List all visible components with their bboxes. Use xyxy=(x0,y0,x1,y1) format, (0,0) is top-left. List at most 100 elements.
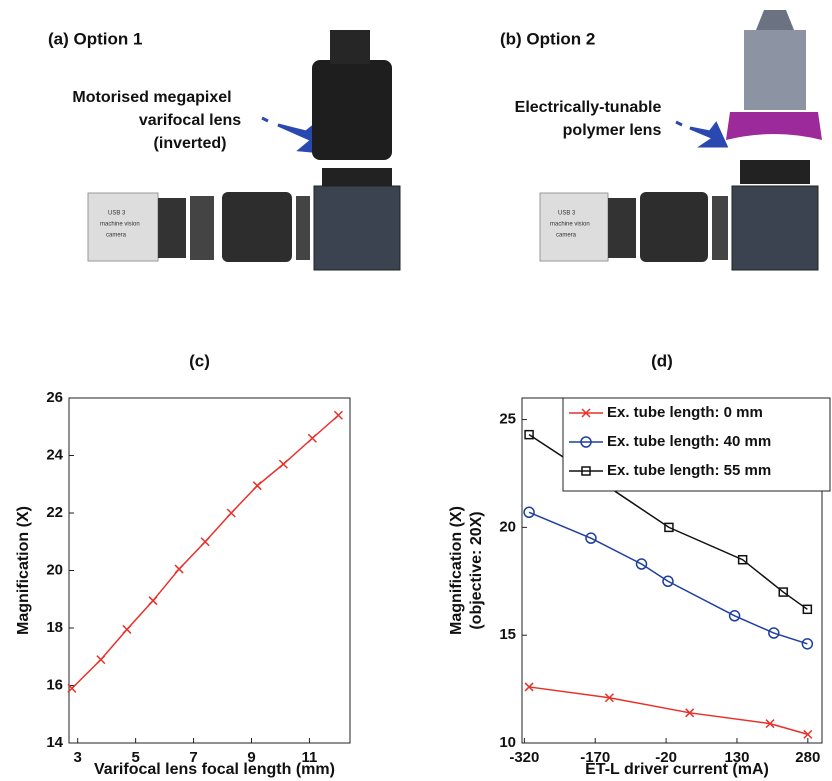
x-tick-label: 5 xyxy=(131,749,139,766)
y-tick-label: 14 xyxy=(46,734,63,751)
y-tick-label: 24 xyxy=(46,446,63,463)
panel-label: (a) Option 1 xyxy=(48,29,142,48)
marker xyxy=(252,481,262,491)
marker xyxy=(585,532,597,544)
camera-text: USB 3 xyxy=(558,211,576,217)
marker xyxy=(635,558,648,570)
marker xyxy=(802,604,813,615)
callout-line: varifocal lens xyxy=(139,112,241,129)
callout-line: (inverted) xyxy=(154,135,227,152)
marker xyxy=(148,596,158,606)
ring xyxy=(190,196,214,260)
camera-text: camera xyxy=(106,233,127,239)
chart: (d) -320 -170 -20 130 280 10 15 20 25 ET-L driver … xyxy=(448,351,831,778)
y-tick-label: 20 xyxy=(46,561,63,578)
chart-title: (c) xyxy=(189,351,210,370)
callout-line: Electrically-tunable xyxy=(515,99,662,116)
series-line xyxy=(71,414,339,689)
legend-marker xyxy=(580,436,592,448)
objective xyxy=(744,30,806,110)
legend-label: Ex. tube length: 0 mm xyxy=(607,404,763,421)
camera-text: machine vision xyxy=(100,222,140,228)
marker xyxy=(278,459,288,469)
y-tick-label: 10 xyxy=(499,734,516,751)
camera-text: camera xyxy=(556,233,577,239)
y-tick-label: 15 xyxy=(499,626,516,643)
legend-symbol xyxy=(580,436,592,448)
marker xyxy=(801,638,814,650)
camera-body xyxy=(539,192,609,262)
mount xyxy=(322,168,392,186)
polymer-lens xyxy=(726,112,822,140)
marker xyxy=(174,564,184,574)
y-tick-label: 26 xyxy=(46,389,63,406)
legend-box xyxy=(562,397,831,492)
tube-lens xyxy=(640,192,708,262)
marker xyxy=(307,433,317,443)
cube xyxy=(731,185,819,271)
x-tick-label: 7 xyxy=(189,749,197,766)
y-axis-label: Magnification (X) xyxy=(448,506,465,635)
x-tick-label: -320 xyxy=(509,749,539,766)
y-tick-label: 18 xyxy=(46,619,63,636)
callout-line: polymer lens xyxy=(563,122,662,139)
marker xyxy=(333,410,343,420)
chart: (c) 3 5 7 9 11 14 16 18 20 22 24 26 Varifocal lens fo… xyxy=(15,351,351,778)
x-axis-label: ET-L driver current (mA) xyxy=(585,761,769,778)
tube-lens xyxy=(222,192,292,262)
marker xyxy=(662,575,674,588)
marker xyxy=(67,683,77,693)
x-tick-label: 11 xyxy=(302,749,318,766)
y-axis-label: Magnification (X) xyxy=(15,506,32,635)
legend-label: Ex. tube length: 40 mm xyxy=(607,433,771,450)
x-tick-label: -170 xyxy=(580,749,610,766)
legend: Ex. tube length: 0 mm Ex. tube length: 40… xyxy=(562,397,831,492)
legend-label: Ex. tube length: 55 mm xyxy=(607,462,771,479)
x-tick-label: 3 xyxy=(74,749,82,766)
marker xyxy=(765,719,775,729)
arrow xyxy=(675,120,729,148)
camera-text: USB 3 xyxy=(108,211,126,217)
cube xyxy=(313,185,401,271)
ring xyxy=(296,196,310,260)
varifocal-lens xyxy=(312,60,392,160)
illustration-b: (b) Option 2 Electrically-tunable polyme… xyxy=(500,10,822,271)
marker xyxy=(200,537,210,547)
chart-title: (d) xyxy=(651,351,673,370)
illustration-a: (a) Option 1 Motorised megapixel varifoc… xyxy=(48,29,401,271)
adapter xyxy=(158,198,186,258)
x-tick-label: -20 xyxy=(655,749,677,766)
marker xyxy=(604,693,614,703)
y-tick-label: 16 xyxy=(46,676,63,693)
adapter xyxy=(608,198,636,258)
camera-text: machine vision xyxy=(550,222,590,228)
mount xyxy=(740,160,810,184)
x-tick-label: 9 xyxy=(247,749,255,766)
plot-frame xyxy=(68,397,351,744)
ring xyxy=(712,196,728,260)
marker xyxy=(524,429,534,440)
x-tick-label: 130 xyxy=(724,749,749,766)
marker xyxy=(768,627,780,639)
y-tick-label: 25 xyxy=(499,411,516,428)
series-line xyxy=(528,511,808,645)
marker xyxy=(96,655,106,665)
charts: (c) 3 5 7 9 11 14 16 18 20 22 24 26 Varifocal lens fo… xyxy=(15,351,831,778)
marker xyxy=(685,708,695,718)
camera-body xyxy=(87,192,159,262)
marker xyxy=(524,682,534,692)
panel-label: (b) Option 2 xyxy=(500,29,595,48)
marker xyxy=(803,729,813,739)
marker xyxy=(664,522,674,533)
legend-marker xyxy=(581,408,591,418)
marker xyxy=(122,624,132,634)
marker xyxy=(737,554,748,565)
objective-tip xyxy=(756,10,794,30)
x-tick-label: 280 xyxy=(795,749,820,766)
y-axis-label: (objective: 20X) xyxy=(468,511,485,629)
y-tick-label: 22 xyxy=(46,504,63,521)
legend-marker xyxy=(581,466,591,476)
callout-line: Motorised megapixel xyxy=(72,89,231,106)
marker xyxy=(778,587,789,597)
